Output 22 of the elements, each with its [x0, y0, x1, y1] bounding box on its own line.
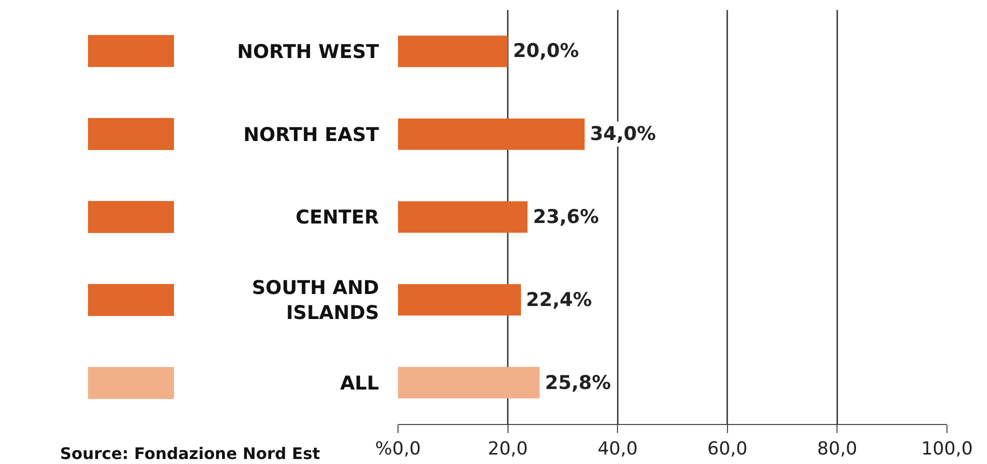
y-tick-label: SOUTH AND ISLANDS: [252, 277, 379, 324]
data-label: 23,6%: [533, 206, 599, 228]
data-label: 22,4%: [526, 289, 592, 311]
source-note: Source: Fondazione Nord Est: [60, 444, 320, 463]
y-tick-label: NORTH WEST: [237, 41, 380, 64]
x-tick-label: 100,0: [921, 438, 973, 460]
y-tick-label: NORTH EAST: [243, 124, 380, 146]
y-tick-label: ALL: [340, 372, 379, 394]
bar: [398, 201, 528, 233]
data-label: 25,8%: [545, 372, 611, 394]
data-label: 34,0%: [590, 123, 656, 145]
data-label: 20,0%: [513, 40, 579, 62]
y-tick-label: CENTER: [296, 206, 380, 229]
bar: [398, 36, 508, 68]
x-tick-label: 20,0: [488, 438, 528, 460]
x-tick-label: %0,0: [375, 438, 421, 460]
x-tick-label: 40,0: [598, 438, 638, 460]
bar: [398, 118, 585, 150]
bar: [398, 284, 521, 316]
bar: [398, 366, 540, 398]
x-tick-label: 80,0: [817, 438, 858, 460]
x-tick-label: 60,0: [707, 438, 748, 460]
